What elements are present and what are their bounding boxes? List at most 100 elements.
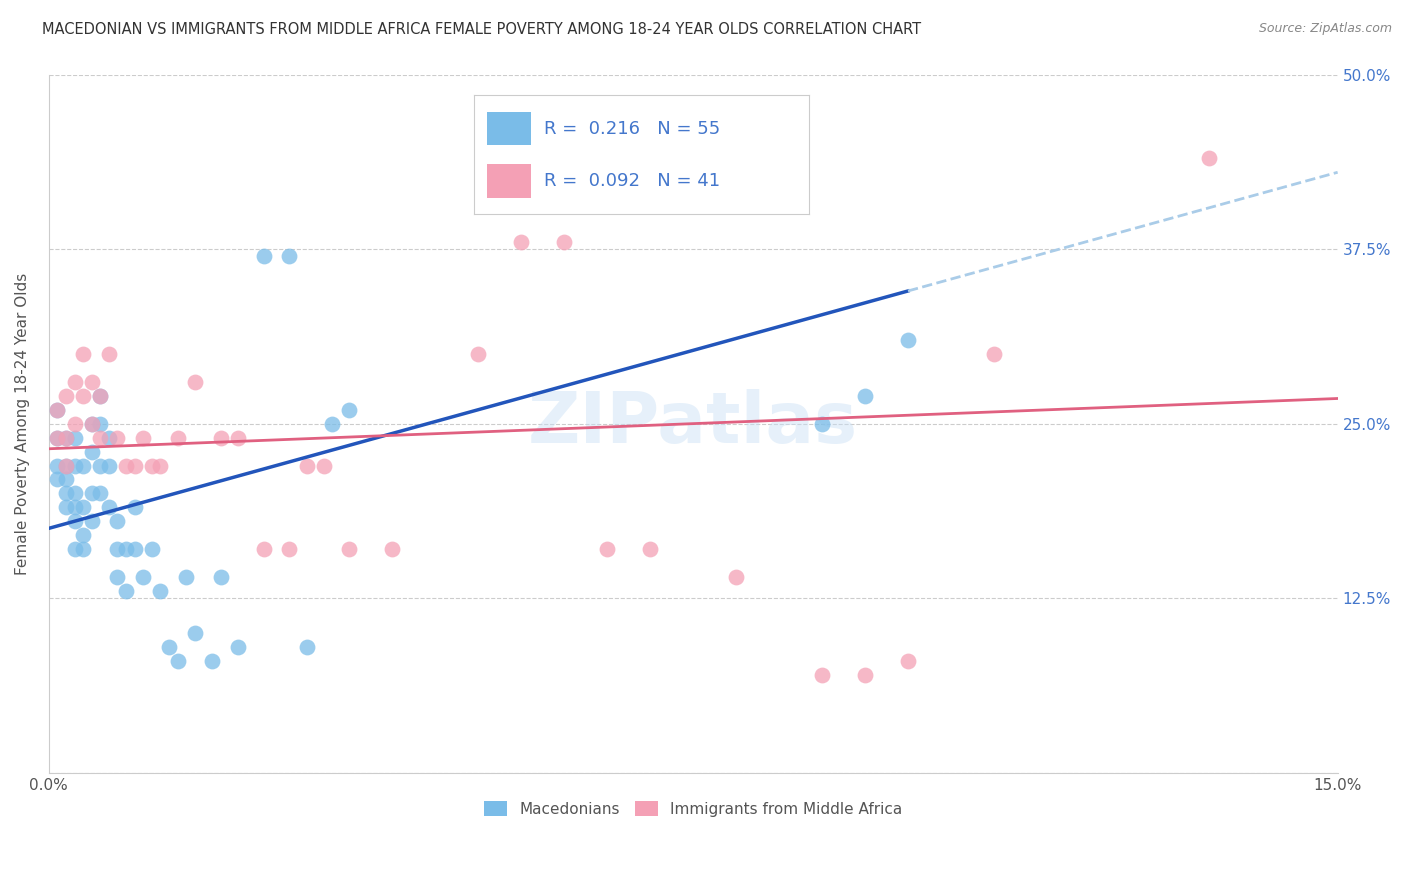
Point — [72, 500, 94, 515]
Point — [811, 668, 834, 682]
Point — [115, 584, 138, 599]
Point — [226, 431, 249, 445]
Point — [132, 431, 155, 445]
Point — [72, 389, 94, 403]
Point — [89, 458, 111, 473]
Point — [339, 542, 361, 557]
Point — [63, 417, 86, 431]
Point — [149, 584, 172, 599]
Point — [63, 486, 86, 500]
Point — [55, 473, 77, 487]
Point — [63, 431, 86, 445]
Legend: Macedonians, Immigrants from Middle Africa: Macedonians, Immigrants from Middle Afri… — [477, 793, 910, 824]
Text: MACEDONIAN VS IMMIGRANTS FROM MIDDLE AFRICA FEMALE POVERTY AMONG 18-24 YEAR OLDS: MACEDONIAN VS IMMIGRANTS FROM MIDDLE AFR… — [42, 22, 921, 37]
Point — [596, 542, 619, 557]
Point — [72, 458, 94, 473]
Point — [89, 486, 111, 500]
Point — [853, 668, 876, 682]
Point — [89, 431, 111, 445]
Point — [252, 249, 274, 263]
Point — [1198, 151, 1220, 165]
Point — [80, 417, 103, 431]
Point — [97, 500, 120, 515]
Point — [72, 347, 94, 361]
Point — [63, 542, 86, 557]
Point — [63, 375, 86, 389]
Point — [141, 542, 163, 557]
Text: Source: ZipAtlas.com: Source: ZipAtlas.com — [1258, 22, 1392, 36]
Point — [278, 249, 301, 263]
Point — [80, 375, 103, 389]
Point — [46, 402, 69, 417]
Point — [63, 500, 86, 515]
Point — [321, 417, 343, 431]
Point — [107, 431, 129, 445]
Point — [55, 458, 77, 473]
Point — [97, 431, 120, 445]
Point — [89, 389, 111, 403]
Point — [46, 431, 69, 445]
Point — [381, 542, 404, 557]
Point — [209, 570, 232, 584]
Point — [107, 542, 129, 557]
Point — [132, 570, 155, 584]
Point — [80, 515, 103, 529]
Point — [55, 389, 77, 403]
Point — [166, 654, 188, 668]
Point — [553, 235, 575, 249]
Point — [55, 431, 77, 445]
Point — [811, 417, 834, 431]
Point — [467, 347, 489, 361]
Text: ZIPatlas: ZIPatlas — [529, 389, 858, 458]
Point — [46, 473, 69, 487]
Point — [63, 458, 86, 473]
Point — [107, 570, 129, 584]
Point — [184, 375, 207, 389]
Point — [80, 486, 103, 500]
Point — [124, 458, 146, 473]
Point — [638, 542, 661, 557]
Point — [201, 654, 224, 668]
Point — [312, 458, 335, 473]
Point — [278, 542, 301, 557]
Point — [97, 347, 120, 361]
Point — [853, 389, 876, 403]
Point — [897, 654, 920, 668]
Point — [97, 458, 120, 473]
Point — [141, 458, 163, 473]
Point — [115, 458, 138, 473]
Point — [72, 528, 94, 542]
Point — [46, 402, 69, 417]
Point — [983, 347, 1005, 361]
Point — [166, 431, 188, 445]
Point — [897, 333, 920, 347]
Point — [72, 542, 94, 557]
Point — [55, 431, 77, 445]
Point — [725, 570, 748, 584]
Point — [124, 500, 146, 515]
Point — [80, 444, 103, 458]
Point — [124, 542, 146, 557]
Point — [63, 515, 86, 529]
Point — [55, 486, 77, 500]
Point — [252, 542, 274, 557]
Y-axis label: Female Poverty Among 18-24 Year Olds: Female Poverty Among 18-24 Year Olds — [15, 272, 30, 574]
Point — [80, 417, 103, 431]
Point — [107, 515, 129, 529]
Point — [157, 640, 180, 654]
Point — [89, 389, 111, 403]
Point — [46, 431, 69, 445]
Point — [184, 626, 207, 640]
Point — [174, 570, 197, 584]
Point — [295, 458, 318, 473]
Point — [115, 542, 138, 557]
Point — [226, 640, 249, 654]
Point — [89, 417, 111, 431]
Point — [339, 402, 361, 417]
Point — [46, 458, 69, 473]
Point — [209, 431, 232, 445]
Point — [55, 500, 77, 515]
Point — [149, 458, 172, 473]
Point — [510, 235, 533, 249]
Point — [295, 640, 318, 654]
